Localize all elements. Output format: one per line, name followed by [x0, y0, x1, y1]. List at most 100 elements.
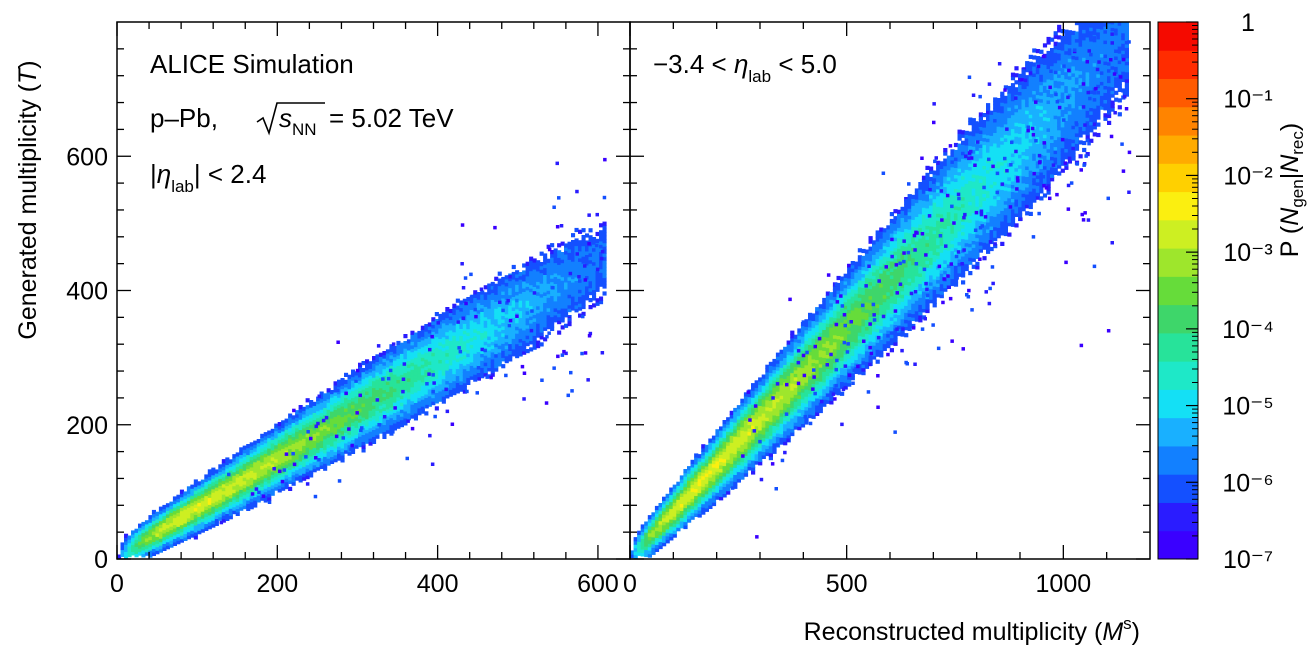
heatmap-cell — [218, 471, 223, 476]
heatmap-cell — [595, 252, 600, 257]
heatmap-cell — [469, 354, 474, 359]
heatmap-cell — [886, 277, 891, 282]
heatmap-cell — [204, 509, 209, 514]
heatmap-cell — [351, 432, 356, 437]
heatmap-outlier — [505, 301, 509, 305]
heatmap-cell — [316, 403, 321, 408]
heatmap-cell — [228, 462, 233, 467]
heatmap-cell — [797, 345, 802, 350]
heatmap-cell — [900, 315, 905, 320]
heatmap-cell — [790, 379, 795, 384]
heatmap-cell — [218, 492, 223, 497]
heatmap-outlier — [250, 492, 255, 496]
heatmap-cell — [733, 484, 738, 489]
heatmap-cell — [274, 465, 279, 470]
heatmap-cell — [183, 519, 188, 524]
heatmap-cell — [466, 356, 471, 361]
heatmap-cell — [172, 513, 177, 519]
heatmap-cell — [141, 539, 146, 544]
heatmap-cell — [295, 466, 300, 471]
heatmap-cell — [410, 365, 415, 370]
heatmap-cell — [897, 237, 902, 242]
heatmap-cell — [536, 284, 541, 289]
heatmap-cell — [445, 394, 450, 399]
heatmap-cell — [560, 293, 565, 299]
heatmap-cell — [270, 488, 275, 493]
heatmap-cell — [378, 387, 383, 392]
heatmap-cell — [155, 515, 160, 520]
heatmap-cell — [424, 386, 429, 392]
heatmap-cell — [351, 400, 356, 406]
heatmap-cell — [298, 446, 303, 452]
heatmap-cell — [793, 425, 798, 430]
heatmap-cell — [550, 312, 555, 318]
heatmap-cell — [267, 454, 272, 460]
heatmap-cell — [811, 414, 816, 419]
heatmap-cell — [786, 378, 791, 384]
heatmap-cell — [751, 393, 756, 398]
heatmap-cell — [305, 405, 310, 410]
heatmap-cell — [900, 329, 905, 334]
heatmap-cell — [733, 442, 738, 447]
heatmap-cell — [665, 518, 670, 523]
heatmap-cell — [172, 510, 177, 515]
heatmap-cell — [818, 360, 823, 365]
heatmap-cell — [754, 411, 759, 416]
heatmap-cell — [389, 358, 394, 363]
heatmap-cell — [344, 404, 349, 409]
heatmap-cell — [743, 458, 749, 463]
heatmap-cell — [751, 414, 756, 419]
heatmap-cell — [151, 548, 156, 553]
heatmap-outlier — [583, 278, 588, 282]
heatmap-cell — [715, 453, 720, 458]
heatmap-cell — [879, 293, 884, 299]
heatmap-cell — [850, 299, 855, 304]
heatmap-cell — [754, 432, 759, 437]
heatmap-cell — [829, 361, 834, 367]
heatmap-cell — [284, 467, 289, 472]
heatmap-cell — [701, 472, 706, 477]
heatmap-cell — [711, 477, 717, 482]
heatmap-cell — [176, 529, 181, 534]
heatmap-cell — [578, 243, 583, 248]
heatmap-cell — [365, 359, 370, 364]
heatmap-cell — [553, 255, 558, 260]
heatmap-cell — [754, 387, 759, 392]
heatmap-cell — [829, 313, 834, 318]
heatmap-cell — [480, 321, 485, 326]
heatmap-cell — [448, 361, 453, 366]
heatmap-cell — [832, 310, 838, 315]
heatmap-cell — [235, 473, 240, 478]
heatmap-outlier — [458, 349, 463, 354]
heatmap-cell — [204, 523, 209, 528]
heatmap-cell — [790, 386, 795, 391]
heatmap-cell — [319, 450, 324, 455]
heatmap-cell — [207, 514, 212, 519]
heatmap-cell — [536, 333, 541, 338]
heatmap-cell — [532, 331, 537, 336]
heatmap-cell — [743, 395, 749, 400]
heatmap-cell — [564, 323, 569, 328]
heatmap-cell — [588, 277, 593, 282]
heatmap-cell — [893, 317, 898, 322]
heatmap-cell — [529, 305, 534, 310]
heatmap-cell — [864, 354, 870, 359]
heatmap-cell — [333, 454, 338, 459]
heatmap-cell — [368, 420, 373, 425]
heatmap-cell — [567, 301, 572, 306]
heatmap-cell — [330, 417, 335, 423]
heatmap-cell — [602, 263, 607, 268]
heatmap-cell — [595, 270, 600, 275]
heatmap-cell — [592, 271, 597, 277]
heatmap-cell — [232, 454, 237, 459]
heatmap-cell — [225, 495, 230, 500]
heatmap-cell — [889, 341, 894, 346]
heatmap-cell — [522, 301, 527, 306]
heatmap-cell — [726, 487, 731, 492]
heatmap-cell — [337, 414, 342, 419]
heatmap-cell — [211, 471, 216, 476]
heatmap-cell — [274, 423, 279, 428]
heatmap-cell — [872, 268, 877, 273]
heatmap-cell — [825, 336, 830, 342]
heatmap-cell — [302, 466, 307, 471]
